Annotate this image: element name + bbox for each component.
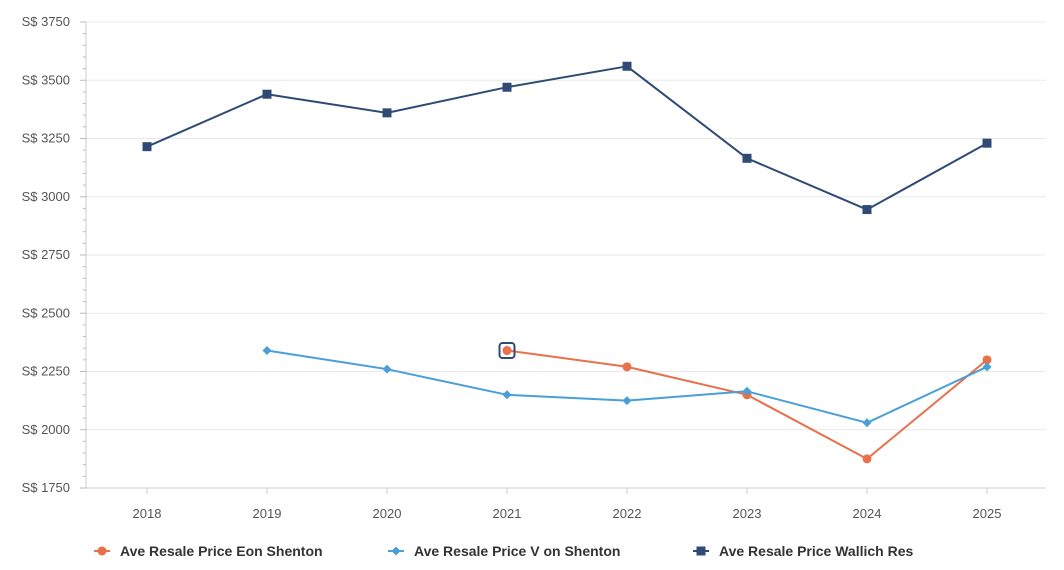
data-point <box>142 142 152 152</box>
x-tick-label: 2019 <box>253 506 282 521</box>
y-tick-label: S$ 3250 <box>22 131 70 146</box>
data-point <box>862 418 872 428</box>
data-point <box>622 396 632 406</box>
hover-highlight <box>498 342 516 360</box>
x-tick-label: 2024 <box>853 506 882 521</box>
data-point <box>982 355 992 365</box>
x-tick-label: 2018 <box>133 506 162 521</box>
data-point <box>262 346 272 356</box>
y-tick-label: S$ 2250 <box>22 364 70 379</box>
x-tick-label: 2021 <box>493 506 522 521</box>
x-tick-label: 2025 <box>973 506 1002 521</box>
series-line <box>506 349 988 460</box>
x-tick-label: 2022 <box>613 506 642 521</box>
series-line <box>266 349 988 424</box>
data-point <box>502 390 512 400</box>
data-point <box>502 82 512 92</box>
legend-swatch-marker <box>97 546 107 556</box>
data-point <box>502 346 512 356</box>
grid-lines <box>86 21 1046 431</box>
y-tick-label: S$ 3750 <box>22 14 70 29</box>
x-tick-label: 2023 <box>733 506 762 521</box>
x-axis-tick-labels: 2018 2019 2020 2021 2022 2023 2024 2025 <box>133 506 1002 521</box>
data-point <box>622 362 632 372</box>
data-point <box>262 89 272 99</box>
y-tick-label: S$ 2500 <box>22 305 70 320</box>
series <box>142 61 992 464</box>
data-point <box>862 205 872 215</box>
legend-label: Ave Resale Price V on Shenton <box>414 543 620 559</box>
x-tick-label: 2020 <box>373 506 402 521</box>
legend-swatch-marker <box>696 546 706 556</box>
data-point <box>742 153 752 163</box>
legend: Ave Resale Price Eon Shenton Ave Resale P… <box>94 543 913 559</box>
legend-label: Ave Resale Price Eon Shenton <box>120 543 323 559</box>
legend-item: Ave Resale Price Eon Shenton <box>94 543 323 559</box>
y-axis-tick-labels: S$ 1750 S$ 2000 S$ 2250 S$ 2500 S$ 2750 S$ 30… <box>22 14 70 495</box>
data-point <box>382 364 392 374</box>
legend-label: Ave Resale Price Wallich Res <box>719 543 913 559</box>
series-line <box>146 65 988 211</box>
y-tick-label: S$ 2750 <box>22 247 70 262</box>
data-point <box>982 138 992 148</box>
data-point <box>862 454 872 464</box>
data-point <box>622 61 632 71</box>
legend-item: Ave Resale Price Wallich Res <box>693 543 913 559</box>
data-point <box>982 362 992 372</box>
axes <box>80 21 1046 494</box>
legend-swatch-marker <box>391 546 401 556</box>
data-point <box>382 108 392 118</box>
y-tick-label: S$ 3000 <box>22 189 70 204</box>
legend-item: Ave Resale Price V on Shenton <box>388 543 620 559</box>
y-tick-label: S$ 1750 <box>22 480 70 495</box>
y-tick-label: S$ 3500 <box>22 72 70 87</box>
y-tick-label: S$ 2000 <box>22 422 70 437</box>
data-point <box>742 386 752 396</box>
